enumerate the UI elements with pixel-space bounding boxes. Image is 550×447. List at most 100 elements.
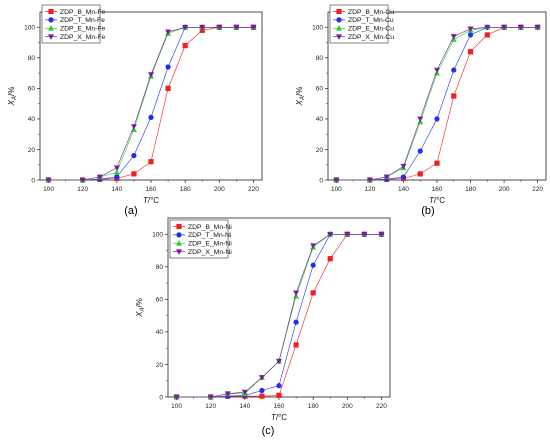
data-point — [501, 24, 508, 31]
data-point — [517, 24, 524, 31]
legend-swatch-marker — [176, 249, 182, 255]
data-point — [96, 174, 103, 181]
data-point — [484, 32, 490, 38]
legend-swatch-marker — [336, 8, 342, 15]
data-point — [45, 177, 52, 184]
legend-label: ZDP_T_Mn-Fe — [60, 17, 105, 24]
data-point — [148, 72, 154, 78]
data-point — [233, 24, 240, 31]
x-tick-label: 100 — [331, 186, 342, 193]
legend-swatch-marker — [48, 8, 54, 15]
panel-caption: (c) — [262, 425, 275, 437]
y-tick-label: 80 — [316, 55, 324, 62]
data-point — [366, 177, 373, 184]
legend-label: ZDP_E_Mn-Fe — [60, 26, 106, 33]
x-tick-label: 100 — [171, 403, 182, 410]
data-point — [173, 394, 180, 401]
y-tick-label: 80 — [28, 55, 36, 62]
data-point — [467, 49, 474, 55]
data-point — [467, 32, 474, 38]
series-line — [176, 234, 382, 398]
data-point — [276, 383, 282, 389]
data-point — [400, 163, 407, 170]
x-tick-label: 120 — [77, 186, 88, 193]
legend-swatch-marker — [336, 17, 342, 23]
data-point — [113, 169, 120, 175]
legend-label: ZDP_B_Mn-Cu — [348, 9, 394, 16]
x-tick-label: 140 — [111, 186, 122, 193]
data-point — [400, 174, 407, 180]
legend-swatch-marker — [336, 25, 342, 31]
x-tick-label: 160 — [274, 403, 285, 410]
data-point — [484, 24, 491, 31]
data-point — [310, 290, 316, 296]
x-tick-label: 160 — [432, 186, 443, 193]
series-line — [336, 26, 538, 181]
y-axis-label: XA/% — [295, 87, 306, 107]
legend-label: ZDP_E_Mn-Ni — [188, 241, 232, 248]
data-point — [276, 358, 282, 365]
series-line — [48, 26, 254, 181]
chart-c: 100 120 140 160 180 200 220 0 20 40 60 80 100 T/°C XA/… — [135, 217, 391, 437]
data-point — [434, 160, 440, 166]
x-tick-label: 200 — [214, 186, 225, 193]
data-point — [131, 171, 137, 177]
data-point — [451, 93, 457, 99]
y-axis-label: XA/% — [135, 298, 146, 318]
legend-label: ZDP_T_Mn-Cu — [348, 17, 394, 24]
x-axis-label: T/°C — [271, 413, 287, 422]
series-line — [176, 234, 382, 398]
data-point — [310, 243, 317, 249]
data-point — [467, 26, 474, 32]
data-point — [361, 231, 368, 238]
y-tick-label: 40 — [28, 116, 36, 123]
series-line — [336, 26, 538, 181]
x-tick-label: 220 — [532, 186, 543, 193]
data-point — [327, 231, 334, 238]
x-tick-label: 160 — [146, 186, 157, 193]
data-point — [131, 152, 137, 159]
legend-swatch-marker — [176, 240, 182, 246]
x-tick-label: 100 — [43, 186, 54, 193]
legend-swatch-marker — [48, 17, 54, 23]
data-point — [207, 394, 214, 401]
data-point — [259, 387, 265, 394]
y-tick-label: 40 — [156, 329, 164, 336]
x-tick-label: 180 — [465, 186, 476, 193]
series-T — [333, 24, 541, 183]
y-tick-label: 60 — [28, 86, 36, 93]
x-tick-label: 120 — [205, 403, 216, 410]
data-point — [216, 24, 223, 31]
data-point — [293, 290, 300, 296]
data-point — [327, 256, 333, 262]
legend-swatch-marker — [176, 223, 182, 230]
y-tick-label: 40 — [316, 116, 324, 123]
data-point — [276, 392, 282, 398]
series-E — [45, 24, 257, 183]
data-point — [79, 177, 86, 184]
x-tick-label: 140 — [398, 186, 409, 193]
y-tick-label: 0 — [319, 177, 323, 184]
x-tick-label: 200 — [499, 186, 510, 193]
legend-swatch-marker — [48, 25, 54, 31]
y-tick-label: 60 — [156, 297, 164, 304]
y-tick-label: 20 — [28, 147, 36, 154]
data-point — [417, 171, 423, 177]
x-tick-label: 120 — [364, 186, 375, 193]
data-point — [165, 85, 171, 91]
series-B — [333, 24, 541, 183]
legend-label: ZDP_X_Mn-Cu — [348, 34, 394, 41]
data-point — [182, 24, 189, 31]
data-point — [148, 159, 154, 165]
data-point — [293, 319, 299, 325]
data-point — [383, 174, 390, 181]
series-line — [176, 234, 382, 398]
data-point — [450, 34, 457, 40]
data-point — [434, 67, 440, 74]
data-point — [451, 67, 457, 73]
y-tick-label: 100 — [152, 232, 163, 239]
